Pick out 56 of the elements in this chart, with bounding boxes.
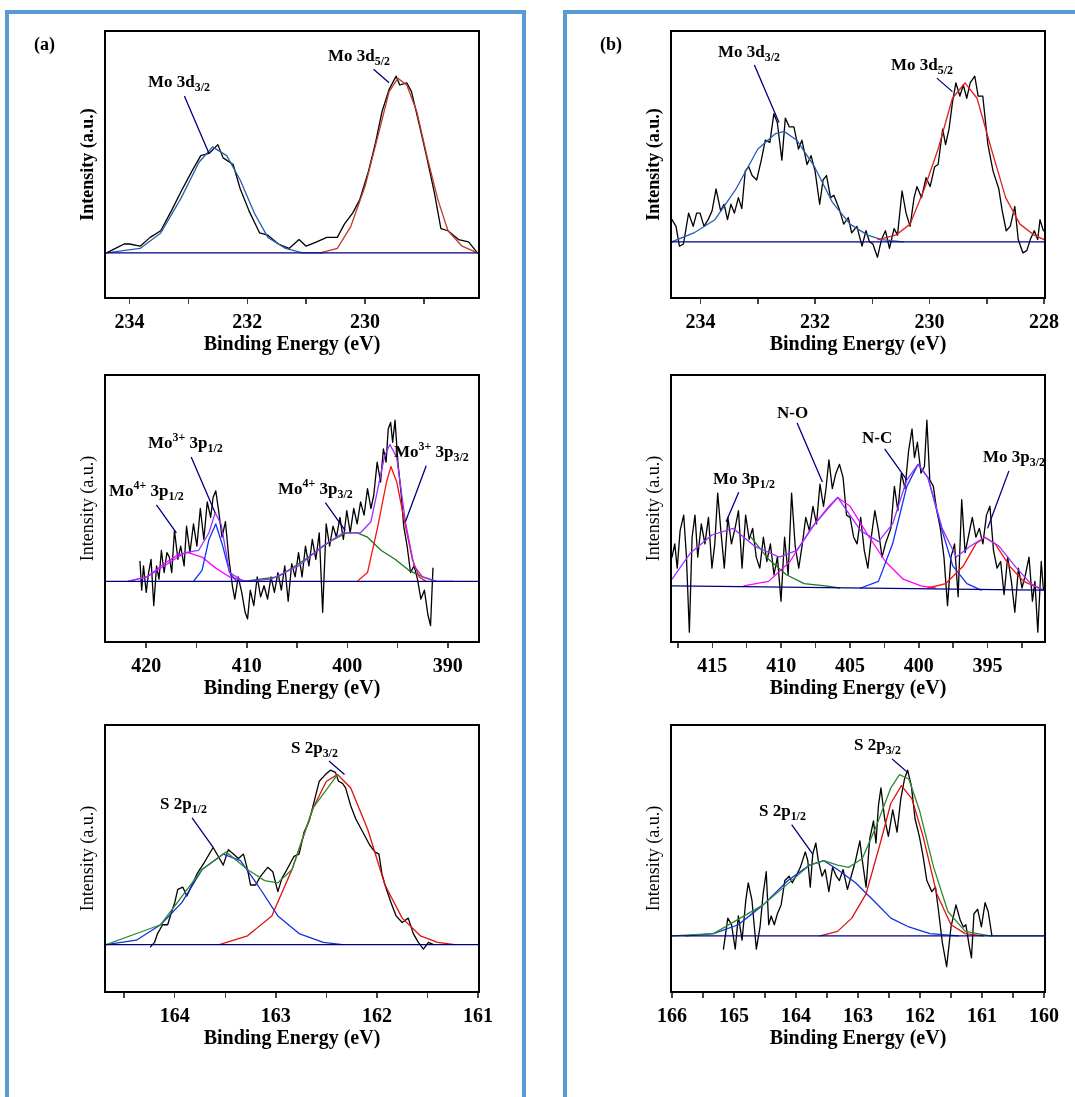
annotation: Mo$^{3+}$ 3p$_{1/2}$ (148, 430, 223, 455)
x-tick-label: 234 (685, 310, 716, 332)
x-axis-title: Binding Energy (eV) (769, 1026, 947, 1049)
y-axis-title: Intensity (a.u.) (76, 455, 98, 562)
y-axis-title: Intensity (a.u.) (76, 108, 98, 221)
x-tick-label: 166 (657, 1004, 687, 1026)
x-tick-label: 161 (967, 1004, 997, 1026)
annotation: N-O (777, 403, 809, 422)
y-axis-title: Intensity (a.u.) (76, 805, 98, 912)
annotation: N-C (862, 428, 893, 447)
annotation: Mo 3d$_{5/2}$ (328, 46, 390, 68)
x-axis-title: Binding Energy (eV) (769, 332, 947, 355)
annotation: S 2p$_{3/2}$ (291, 738, 338, 760)
x-tick-label: 164 (781, 1004, 811, 1026)
annotation: S 2p$_{1/2}$ (759, 801, 806, 823)
x-tick-label: 234 (114, 310, 145, 332)
x-axis-title: Binding Energy (eV) (203, 1026, 381, 1049)
x-tick-label: 232 (232, 310, 263, 332)
x-tick-label: 164 (159, 1004, 190, 1026)
x-tick-label: 162 (905, 1004, 935, 1026)
x-tick-label: 390 (432, 654, 463, 676)
x-tick-label: 415 (697, 654, 728, 676)
y-axis-title: Intensity (a.u.) (642, 455, 664, 562)
y-axis-title: Intensity (a.u.) (642, 805, 664, 912)
x-tick-label: 228 (1029, 310, 1059, 332)
x-tick-label: 400 (332, 654, 363, 676)
x-axis-title: Binding Energy (eV) (203, 332, 381, 355)
annotation: Mo$^{4+}$ 3p$_{3/2}$ (278, 476, 353, 501)
x-tick-label: 161 (463, 1004, 493, 1026)
annotation: Mo 3d$_{5/2}$ (891, 55, 953, 77)
x-axis-title: Binding Energy (eV) (203, 676, 381, 699)
text: (b) (600, 34, 622, 55)
annotation: Mo 3d$_{3/2}$ (718, 42, 780, 64)
annotation: S 2p$_{1/2}$ (160, 794, 207, 816)
x-axis-title: Binding Energy (eV) (769, 676, 947, 699)
x-tick-label: 400 (903, 654, 934, 676)
annotation: Mo 3d$_{3/2}$ (148, 72, 210, 94)
x-tick-label: 165 (719, 1004, 749, 1026)
x-tick-label: 230 (914, 310, 945, 332)
x-tick-label: 230 (349, 310, 380, 332)
annotation: S 2p$_{3/2}$ (854, 735, 901, 757)
x-tick-label: 405 (834, 654, 865, 676)
annotation: Mo$^{4+}$ 3p$_{1/2}$ (109, 478, 184, 503)
text: (a) (34, 34, 55, 55)
x-tick-label: 162 (361, 1004, 392, 1026)
x-tick-label: 420 (131, 654, 162, 676)
x-tick-label: 410 (766, 654, 797, 676)
x-tick-label: 163 (260, 1004, 291, 1026)
x-tick-label: 410 (231, 654, 262, 676)
x-tick-label: 163 (843, 1004, 873, 1026)
annotation: Mo 3p$_{3/2}$ (983, 447, 1045, 469)
x-tick-label: 395 (972, 654, 1003, 676)
annotation: Mo 3p$_{1/2}$ (713, 469, 775, 491)
x-tick-label: 232 (800, 310, 831, 332)
y-axis-title: Intensity (a.u.) (642, 108, 664, 221)
x-tick-label: 160 (1029, 1004, 1059, 1026)
